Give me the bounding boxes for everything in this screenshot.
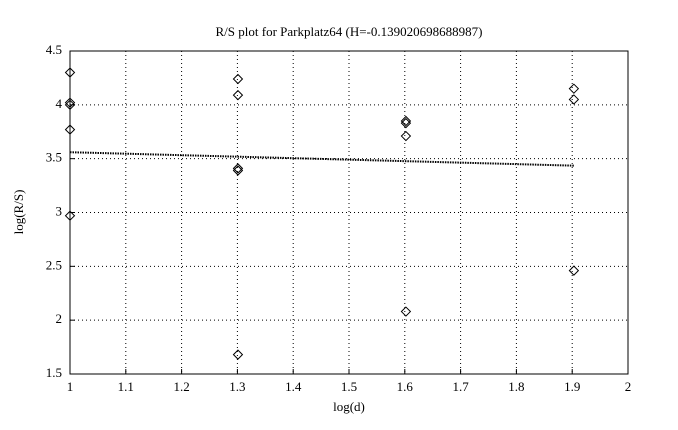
point [568, 265, 580, 276]
chart-title: R/S plot for Parkplatz64 (H=-0.139020698… [216, 24, 483, 39]
point [64, 97, 76, 108]
x-tick-label: 1.9 [564, 379, 580, 394]
x-tick-label: 1.4 [285, 379, 302, 394]
point [64, 124, 76, 135]
point [64, 99, 76, 111]
x-tick-label: 1.7 [452, 379, 469, 394]
point [64, 210, 76, 221]
y-tick-label: 3 [56, 203, 63, 218]
x-tick-label: 1 [67, 379, 74, 394]
x-tick-label: 1.2 [173, 379, 189, 394]
point [232, 73, 244, 85]
point [568, 94, 580, 105]
point [232, 163, 244, 174]
point [400, 117, 412, 129]
point [232, 89, 244, 101]
fit-line [69, 151, 574, 167]
x-axis-label: log(d) [333, 399, 365, 414]
x-tick-label: 1.3 [229, 379, 245, 394]
x-tick-label: 1.8 [508, 379, 524, 394]
y-tick-label: 2 [56, 311, 63, 326]
point [232, 349, 244, 360]
x-tick-label: 1.1 [118, 379, 134, 394]
x-tick-label: 2 [625, 379, 632, 394]
y-tick-label: 3.5 [46, 150, 62, 165]
y-tick-label: 4 [56, 96, 63, 111]
y-tick-label: 4.5 [46, 42, 62, 57]
point [400, 306, 412, 317]
x-tick-label: 1.5 [341, 379, 357, 394]
y-tick-label: 2.5 [46, 257, 62, 272]
x-tick-label: 1.6 [397, 379, 414, 394]
point [400, 115, 412, 127]
point [64, 67, 76, 78]
point [400, 130, 412, 142]
y-tick-label: 1.5 [46, 365, 62, 380]
point [568, 83, 580, 94]
y-axis-label: log(R/S) [11, 190, 26, 235]
point [232, 165, 244, 176]
